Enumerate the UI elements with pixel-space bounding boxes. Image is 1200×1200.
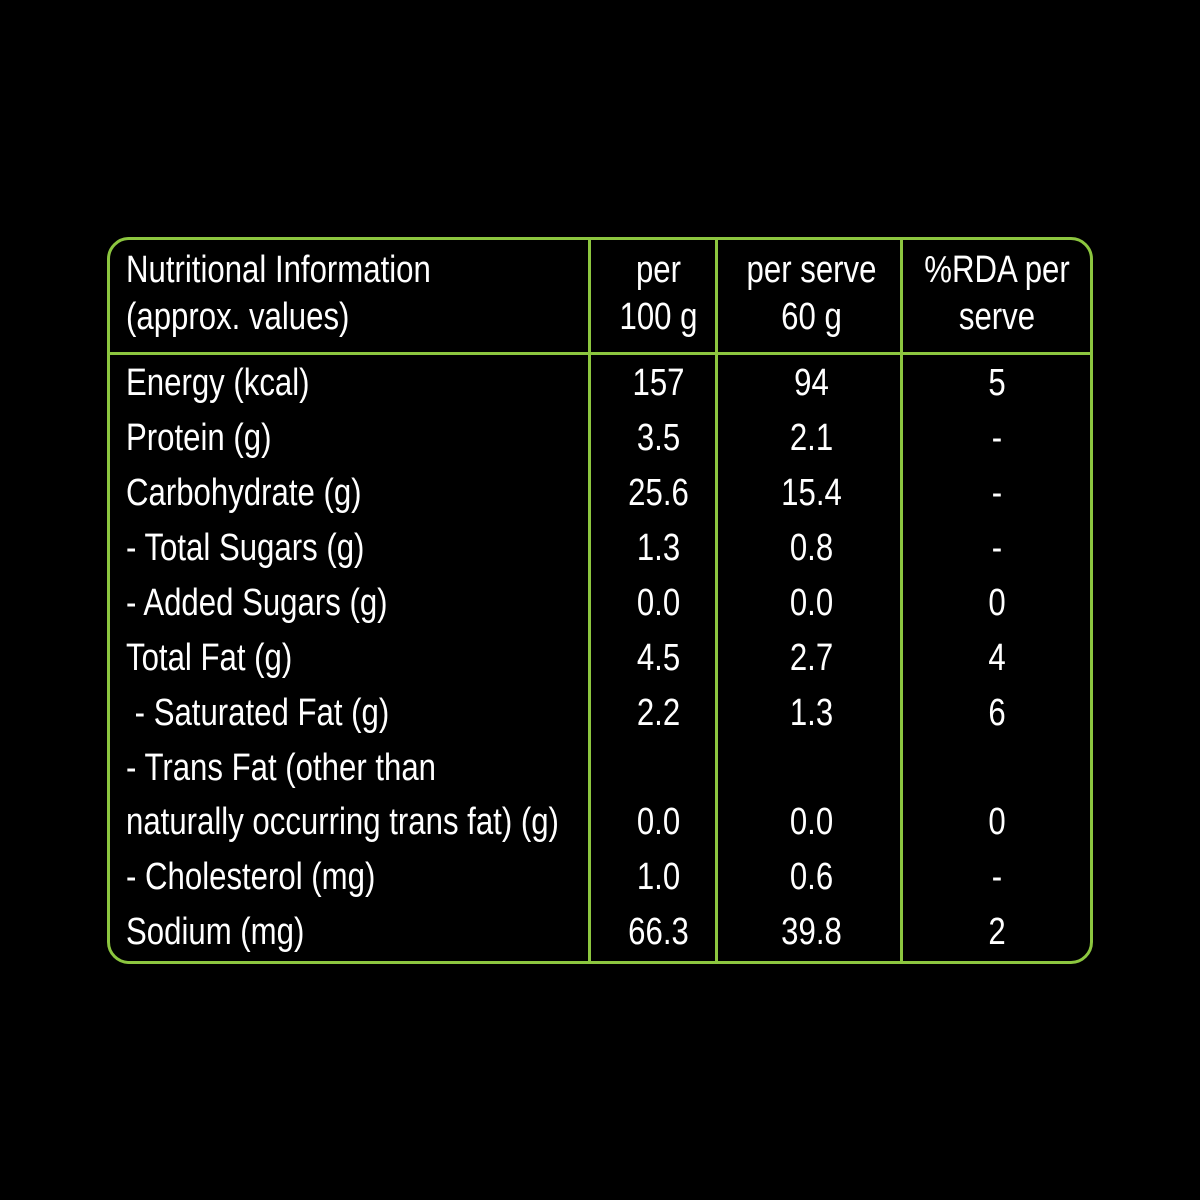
row-value-rda-carbohydrate: - (991, 472, 1003, 514)
header-title: Nutritional Information (126, 249, 431, 291)
row-value-rda-cholesterol: - (991, 856, 1003, 898)
row-label-total-fat: Total Fat (g) (126, 637, 293, 679)
header-per-100g-line1: per (635, 249, 682, 291)
header-per-serve-line1: per serve (746, 249, 877, 291)
row-value-per100-added-sugars: 0.0 (636, 582, 681, 624)
row-label-saturated-fat: - Saturated Fat (g) (126, 692, 390, 734)
row-label-protein: Protein (g) (126, 417, 272, 459)
row-value-rda-total-fat: 4 (988, 637, 1006, 679)
row-label-trans-fat-line1: - Trans Fat (other than (126, 747, 437, 789)
row-value-rda-trans-fat: 0 (988, 801, 1006, 843)
column-divider-2 (715, 240, 718, 961)
row-value-per100-carbohydrate: 25.6 (628, 472, 689, 514)
row-value-perserve-protein: 2.1 (789, 417, 834, 459)
row-value-per100-total-fat: 4.5 (636, 637, 681, 679)
row-label-cholesterol: - Cholesterol (mg) (126, 856, 376, 898)
row-label-total-sugars: - Total Sugars (g) (126, 527, 365, 569)
nutrition-table: Nutritional Information (approx. values)… (107, 237, 1093, 964)
row-value-perserve-total-fat: 2.7 (789, 637, 834, 679)
row-value-perserve-sodium: 39.8 (781, 911, 842, 953)
row-label-energy: Energy (kcal) (126, 362, 310, 404)
row-label-sodium: Sodium (mg) (126, 911, 305, 953)
row-value-per100-trans-fat: 0.0 (636, 801, 681, 843)
row-value-rda-energy: 5 (988, 362, 1006, 404)
row-label-carbohydrate: Carbohydrate (g) (126, 472, 362, 514)
row-value-per100-sodium: 66.3 (628, 911, 689, 953)
row-value-rda-saturated-fat: 6 (988, 692, 1006, 734)
header-rda-line2: serve (958, 296, 1036, 338)
row-value-rda-added-sugars: 0 (988, 582, 1006, 624)
header-per-serve-line2: 60 g (781, 296, 842, 338)
row-value-perserve-added-sugars: 0.0 (789, 582, 834, 624)
column-divider-1 (588, 240, 591, 961)
row-value-per100-energy: 157 (632, 362, 685, 404)
row-value-per100-saturated-fat: 2.2 (636, 692, 681, 734)
row-value-perserve-trans-fat: 0.0 (789, 801, 834, 843)
row-label-trans-fat-line2: naturally occurring trans fat) (g) (126, 801, 559, 843)
row-value-perserve-cholesterol: 0.6 (789, 856, 834, 898)
row-value-perserve-energy: 94 (794, 362, 829, 404)
column-divider-3 (900, 240, 903, 961)
row-value-per100-total-sugars: 1.3 (636, 527, 681, 569)
row-value-rda-total-sugars: - (991, 527, 1003, 569)
header-subtitle: (approx. values) (126, 296, 350, 338)
row-value-rda-sodium: 2 (988, 911, 1006, 953)
row-value-perserve-carbohydrate: 15.4 (781, 472, 842, 514)
header-divider (110, 352, 1090, 355)
row-value-perserve-total-sugars: 0.8 (789, 527, 834, 569)
row-value-per100-protein: 3.5 (636, 417, 681, 459)
header-rda-line1: %RDA per (924, 249, 1070, 291)
row-value-perserve-saturated-fat: 1.3 (789, 692, 834, 734)
header-per-100g-line2: 100 g (619, 296, 698, 338)
row-value-per100-cholesterol: 1.0 (636, 856, 681, 898)
row-value-rda-protein: - (991, 417, 1003, 459)
row-label-added-sugars: - Added Sugars (g) (126, 582, 388, 624)
